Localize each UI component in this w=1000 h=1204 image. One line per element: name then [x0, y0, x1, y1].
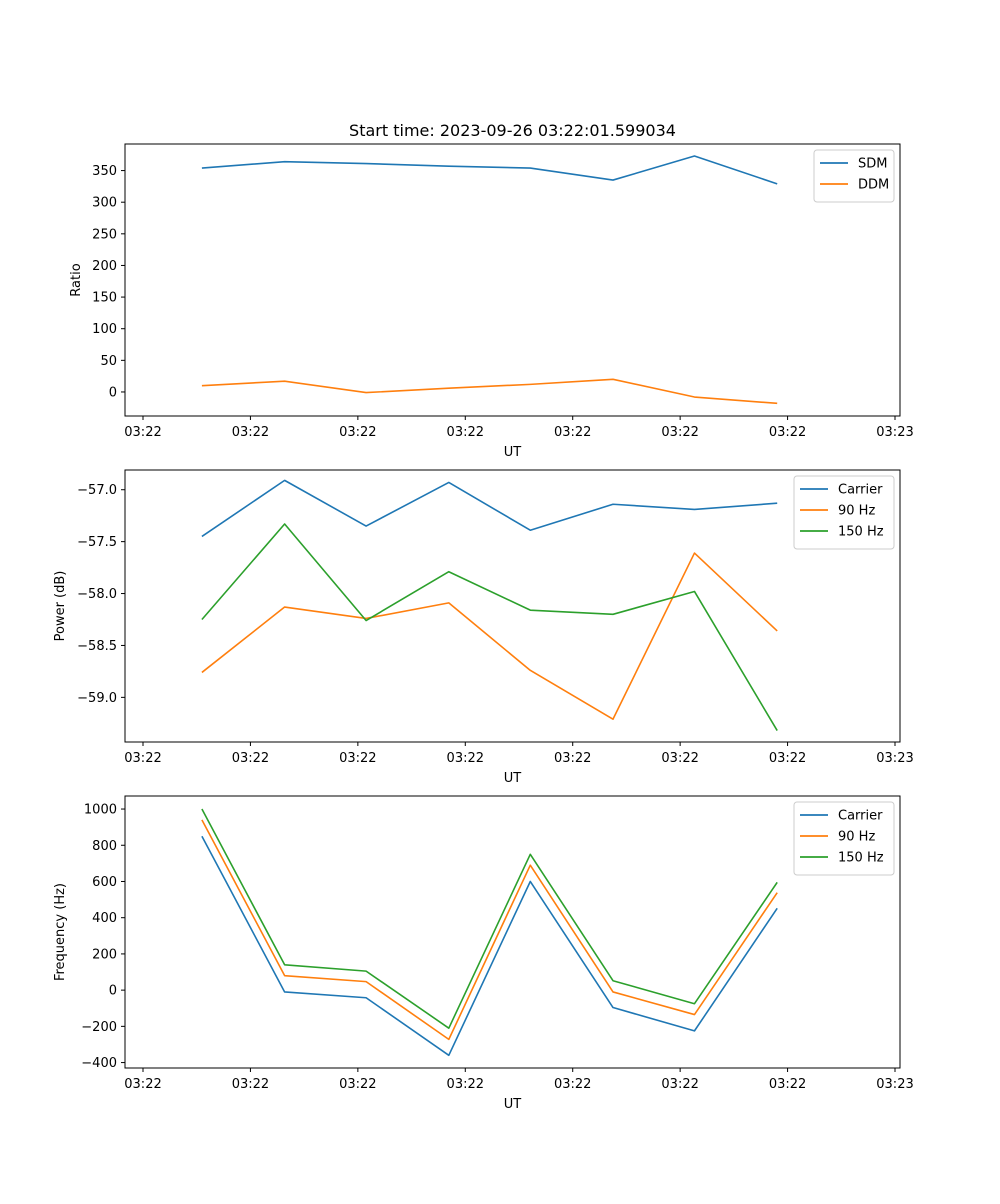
y-tick-label: −57.5 [77, 535, 117, 550]
legend-label: 90 Hz [838, 830, 875, 845]
x-tick-label: 03:23 [876, 1077, 913, 1092]
x-tick-label: 03:22 [554, 425, 591, 440]
series-line-150-hz [201, 523, 778, 731]
legend-label: DDM [858, 178, 889, 193]
series-line-150-hz [201, 808, 778, 1029]
chart-title: Start time: 2023-09-26 03:22:01.599034 [349, 121, 676, 140]
x-tick-label: 03:22 [769, 425, 806, 440]
legend-label: Carrier [838, 809, 883, 824]
axes-frame [124, 795, 901, 1069]
x-tick-label: 03:22 [447, 425, 484, 440]
y-tick-label: −400 [81, 1056, 117, 1071]
x-tick-label: 03:22 [447, 1077, 484, 1092]
axes-frame [124, 143, 901, 417]
y-tick-label: 300 [92, 196, 117, 211]
x-tick-label: 03:22 [769, 751, 806, 766]
x-axis-label: UT [504, 1097, 522, 1112]
y-tick-label: 50 [100, 354, 117, 369]
series-line-90-hz [201, 819, 778, 1041]
x-tick-label: 03:22 [661, 425, 698, 440]
y-tick-label: 200 [92, 947, 117, 962]
subplot-3: 03:22 03:22 03:22 03:22 03:22 03:22 03:22 03:23… [53, 795, 914, 1112]
x-tick-label: 03:22 [339, 751, 376, 766]
y-tick-label: 100 [92, 322, 117, 337]
x-tick-label: 03:22 [124, 425, 161, 440]
y-tick-label: 150 [92, 291, 117, 306]
series-line-90-hz [201, 552, 778, 720]
y-tick-label: −59.0 [77, 691, 117, 706]
y-tick-label: 0 [109, 984, 117, 999]
y-tick-label: 250 [92, 227, 117, 242]
x-tick-label: 03:22 [339, 425, 376, 440]
y-tick-label: −57.0 [77, 483, 117, 498]
x-tick-label: 03:22 [339, 1077, 376, 1092]
legend: Carrier 90 Hz 150 Hz [793, 801, 895, 876]
legend-label: 150 Hz [838, 851, 884, 866]
x-tick-label: 03:23 [876, 751, 913, 766]
x-tick-label: 03:22 [124, 751, 161, 766]
x-tick-label: 03:22 [124, 1077, 161, 1092]
x-tick-label: 03:22 [769, 1077, 806, 1092]
y-tick-label: 600 [92, 875, 117, 890]
x-axis-label: UT [504, 445, 522, 460]
legend-label: 150 Hz [838, 525, 884, 540]
x-tick-label: 03:22 [554, 751, 591, 766]
series-line-sdm [201, 155, 778, 185]
y-axis-label: Ratio [69, 263, 84, 296]
x-tick-label: 03:22 [232, 1077, 269, 1092]
legend-label: Carrier [838, 483, 883, 498]
series-line-carrier [201, 835, 778, 1057]
legend-label: SDM [858, 157, 887, 172]
y-tick-label: −58.5 [77, 639, 117, 654]
y-tick-label: −58.0 [77, 587, 117, 602]
y-tick-label: 200 [92, 259, 117, 274]
x-tick-label: 03:22 [661, 1077, 698, 1092]
legend-label: 90 Hz [838, 504, 875, 519]
y-tick-label: 400 [92, 911, 117, 926]
x-tick-label: 03:23 [876, 425, 913, 440]
x-tick-label: 03:22 [447, 751, 484, 766]
y-axis-label: Power (dB) [53, 571, 68, 642]
subplot-1: Start time: 2023-09-26 03:22:01.59903403… [69, 121, 914, 460]
y-tick-label: 800 [92, 839, 117, 854]
series-line-carrier [201, 479, 778, 538]
y-axis-label: Frequency (Hz) [53, 883, 68, 981]
x-tick-label: 03:22 [554, 1077, 591, 1092]
x-tick-label: 03:22 [661, 751, 698, 766]
x-tick-label: 03:22 [232, 751, 269, 766]
y-tick-label: −200 [81, 1020, 117, 1035]
y-tick-label: 0 [109, 385, 117, 400]
legend: SDM DDM [813, 149, 895, 203]
axes-frame [124, 469, 901, 743]
subplot-2: 03:22 03:22 03:22 03:22 03:22 03:22 03:22 03:23… [53, 469, 914, 786]
x-axis-label: UT [504, 771, 522, 786]
series-line-ddm [201, 378, 778, 405]
legend: Carrier 90 Hz 150 Hz [793, 475, 895, 550]
x-tick-label: 03:22 [232, 425, 269, 440]
y-tick-label: 350 [92, 164, 117, 179]
y-tick-label: 1000 [84, 803, 117, 818]
